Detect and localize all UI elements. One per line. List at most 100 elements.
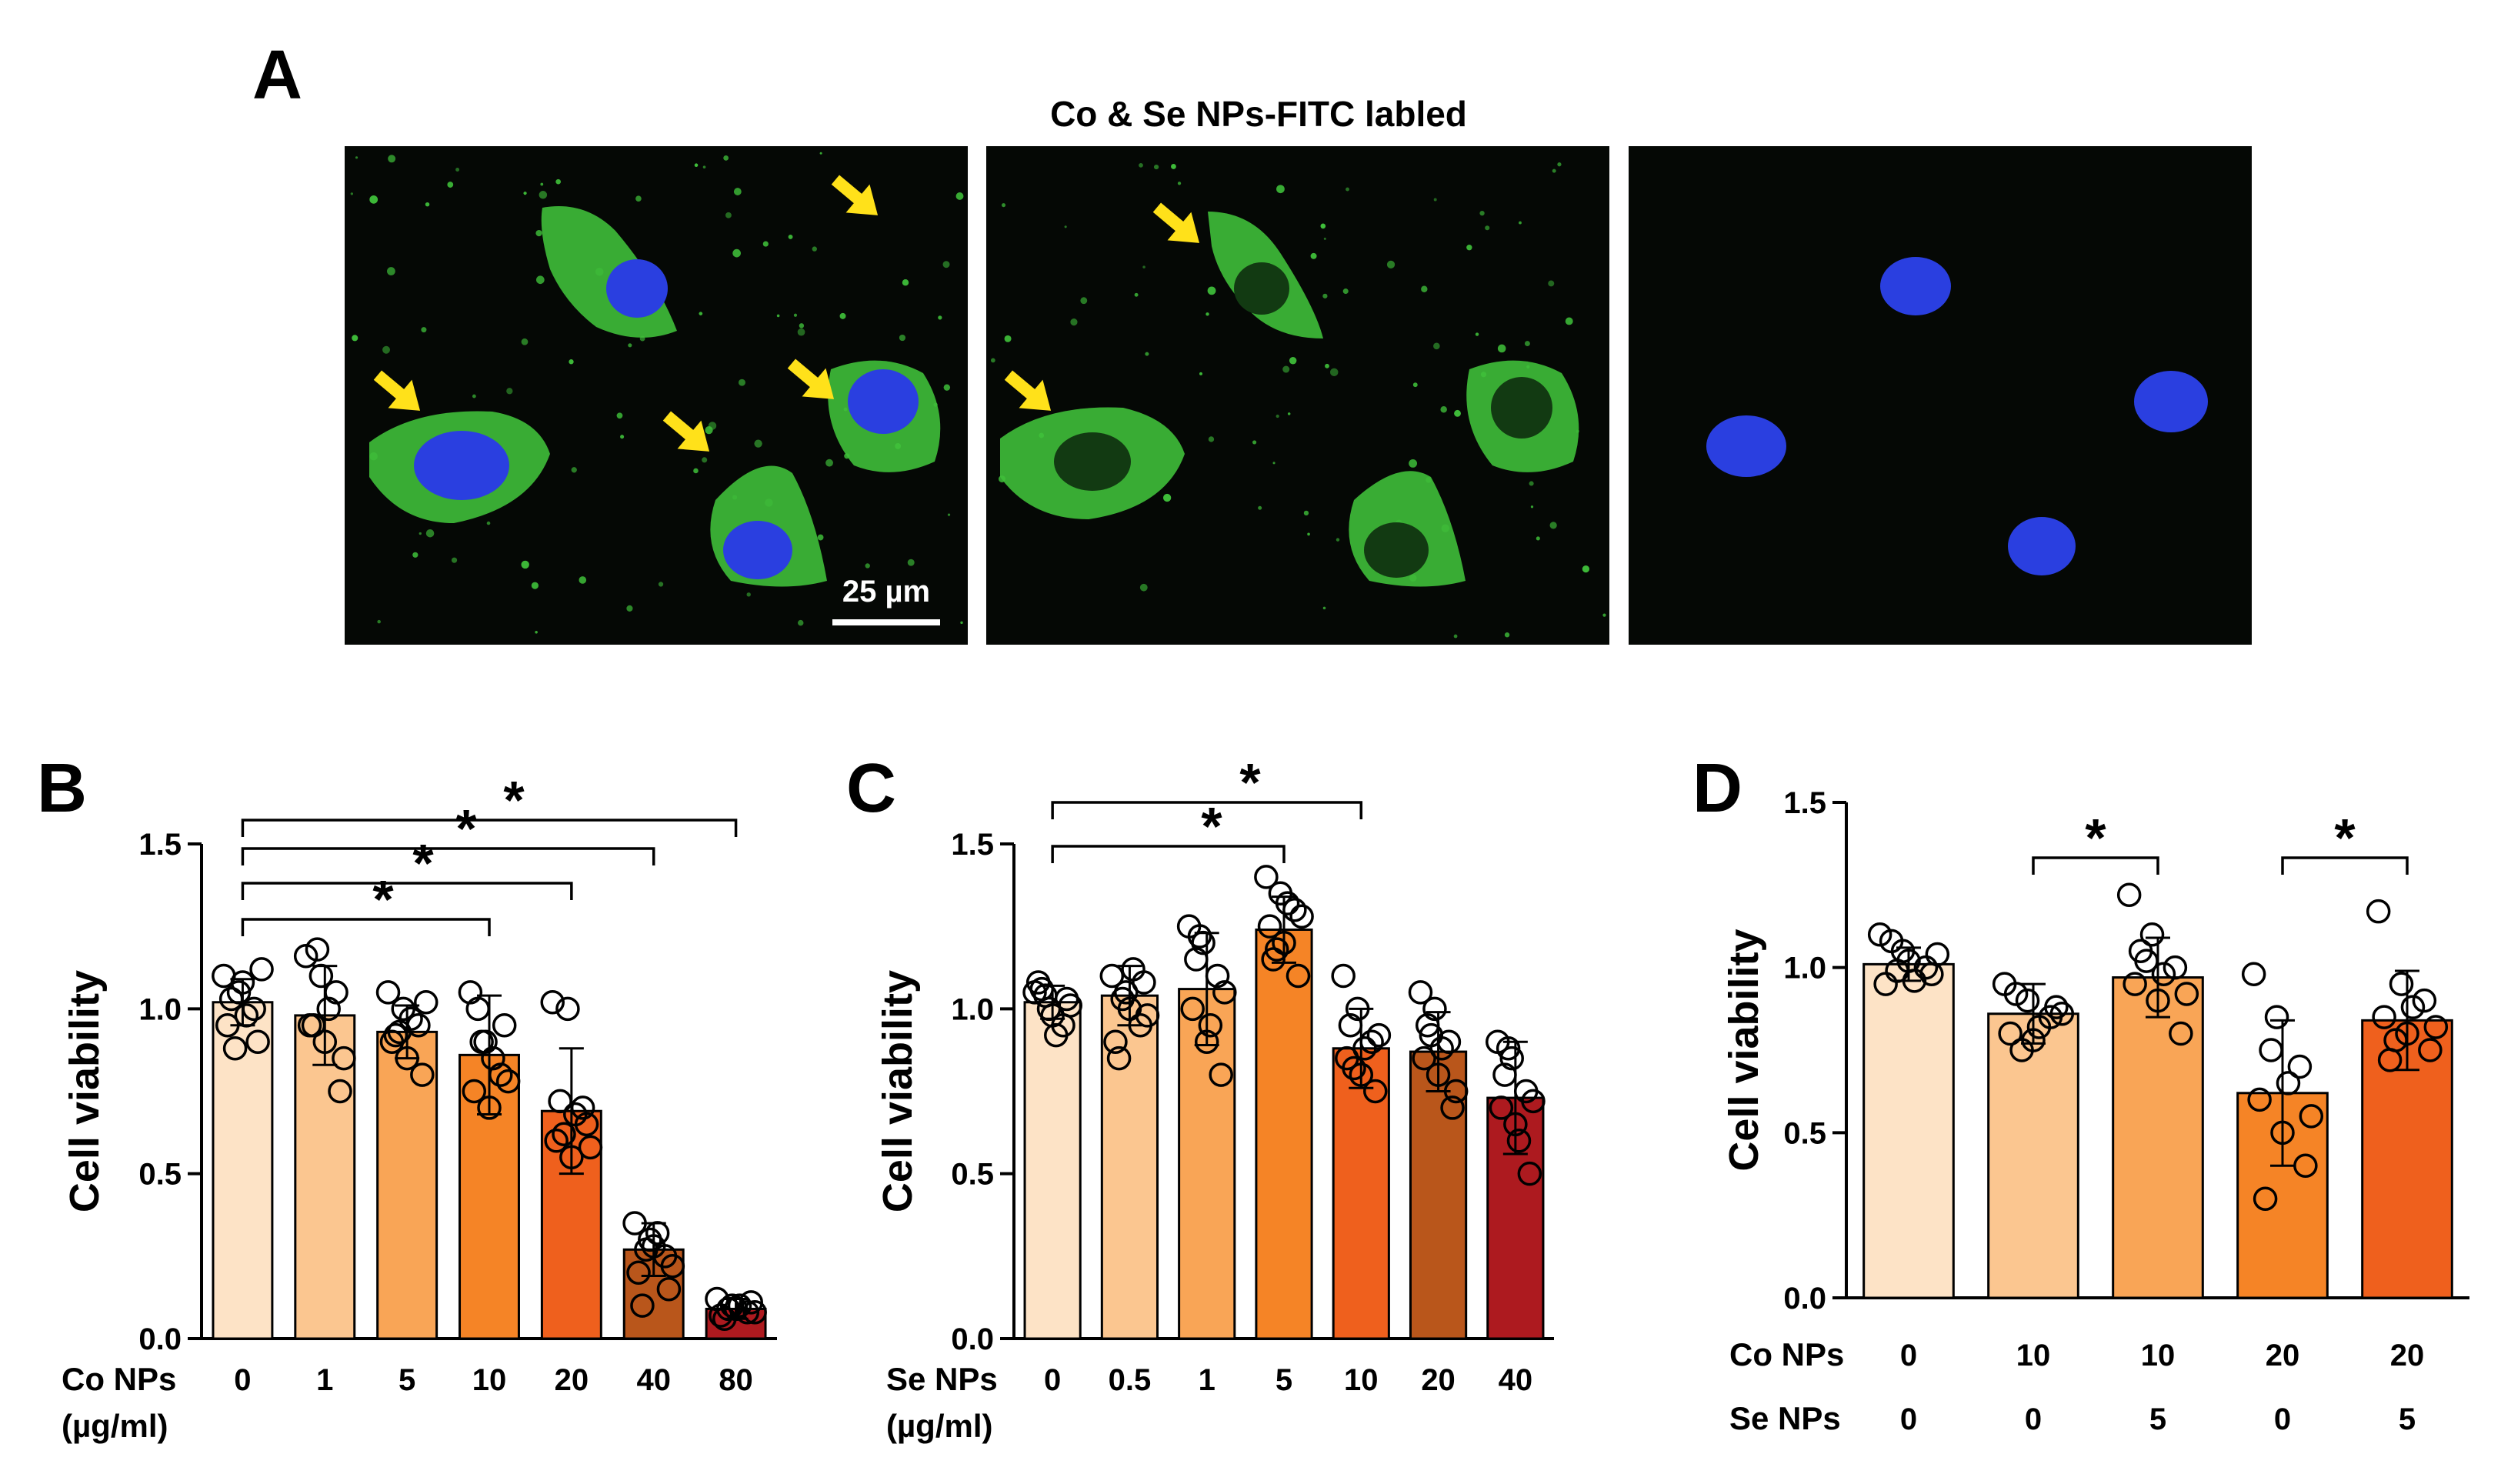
category-tick-label: 0 (234, 1363, 251, 1397)
fluorescent-speckle (1453, 634, 1458, 639)
fluorescent-speckle (1565, 317, 1573, 325)
bar (2112, 976, 2204, 1299)
fluorescent-speckle (762, 241, 769, 247)
data-point (1286, 963, 1311, 989)
data-point (301, 1013, 326, 1038)
significance-star: * (2085, 808, 2106, 868)
data-point (2169, 1021, 2193, 1046)
data-point (1209, 1062, 1233, 1087)
data-point (1521, 1089, 1546, 1114)
fluorescent-speckle (1177, 182, 1182, 185)
significance-star: * (372, 869, 394, 929)
fluorescent-speckle (797, 328, 805, 336)
data-point (2139, 922, 2165, 947)
fluorescent-speckle (733, 188, 742, 195)
bar (1862, 962, 1955, 1299)
fluorescent-speckle (369, 195, 378, 204)
data-point (1099, 963, 1125, 989)
fluorescent-speckle (425, 202, 430, 207)
category-row-label: Co NPs (62, 1361, 176, 1397)
category-tick-label: 20 (2266, 1339, 2300, 1372)
fluorescent-speckle (1557, 162, 1562, 167)
yellow-arrow-icon (787, 358, 835, 399)
fluorescent-speckle (506, 388, 513, 395)
category-tick-label: 0 (1900, 1339, 1917, 1372)
fluorescent-speckle (819, 152, 822, 155)
data-point (2377, 1048, 2403, 1072)
fluorescent-speckle (521, 338, 529, 345)
data-point (222, 1036, 248, 1061)
data-point (1205, 963, 1230, 989)
fluorescent-speckle (540, 182, 544, 186)
data-point (2400, 995, 2426, 1019)
y-tick-label: 1.5 (138, 828, 182, 862)
fluorescent-speckle (865, 563, 870, 569)
data-point (2151, 962, 2176, 987)
data-point (1345, 996, 1370, 1022)
category-row-unit: (µg/ml) (886, 1408, 993, 1444)
data-point (2241, 962, 2266, 987)
data-point (2123, 972, 2147, 996)
fluorescent-speckle (1329, 368, 1339, 377)
fluorescent-speckle (1548, 280, 1555, 287)
fluorescent-speckle (1342, 288, 1349, 295)
fluorescent-speckle (425, 529, 435, 538)
data-point (1412, 1045, 1436, 1071)
data-point (626, 1260, 651, 1286)
data-point (305, 937, 330, 962)
data-point (332, 1045, 356, 1071)
fluorescent-speckle (1276, 185, 1285, 194)
data-point (462, 1079, 487, 1104)
fluorescent-speckle (839, 312, 846, 319)
fluorescent-speckle (1409, 459, 1418, 468)
fluorescent-speckle (943, 384, 951, 391)
data-point (2287, 1054, 2313, 1079)
data-point (1517, 1161, 1542, 1186)
category-tick-label: 80 (719, 1363, 753, 1397)
fluorescent-speckle (705, 425, 713, 435)
cell-nucleus (2008, 517, 2076, 575)
data-point (218, 986, 244, 1012)
data-point (578, 1135, 603, 1160)
fluorescent-speckle (418, 532, 422, 535)
fluorescent-speckle (616, 412, 623, 419)
scale-bar-label: 25 µm (842, 575, 930, 609)
data-point (2026, 1015, 2052, 1039)
fluorescent-speckle (1004, 335, 1012, 342)
significance-bracket (1051, 845, 1286, 863)
data-point (2163, 955, 2188, 980)
fluorescent-speckle (1307, 532, 1310, 536)
yellow-arrow-icon (662, 411, 710, 452)
fluorescent-speckle (1320, 223, 1326, 229)
y-axis-label: Cell viability (62, 970, 108, 1212)
panel-b-chart: B 0.0 0.5 1.0 1.5 Cell viability Co NPs (µg/ml)… (37, 750, 777, 1444)
fluorescent-speckle (1145, 352, 1149, 356)
data-point (230, 970, 255, 995)
data-point (1187, 924, 1212, 949)
data-point (245, 1029, 270, 1054)
data-point (1254, 865, 1279, 889)
y-axis-label: Cell viability (1721, 929, 1767, 1171)
panel-d-chart: D 0.0 0.5 1.0 1.5 Cell viability Co NPs 0 10 10 20… (1692, 750, 2469, 1436)
fluorescent-speckle (1080, 297, 1088, 305)
cell-nucleus (1706, 415, 1786, 477)
fluorescent-speckle (1433, 342, 1440, 350)
fluorescent-speckle (1536, 536, 1540, 541)
data-point (1033, 983, 1058, 1008)
data-point (555, 996, 580, 1022)
data-point (2412, 988, 2437, 1013)
data-point (1265, 937, 1289, 962)
fluorescent-speckle (1323, 237, 1326, 240)
fluorescent-speckle (1479, 211, 1485, 216)
cell-nucleus (414, 431, 509, 500)
data-point (2253, 1186, 2278, 1211)
fluorescent-speckle (1433, 198, 1437, 202)
data-point (1180, 996, 1205, 1022)
fluorescent-speckle (1346, 187, 1349, 192)
data-point (1506, 1129, 1532, 1153)
data-point (1106, 1045, 1132, 1071)
data-point (2372, 1005, 2396, 1029)
fluorescent-speckle (699, 312, 703, 315)
fluorescent-speckle (628, 343, 632, 348)
fluorescent-speckle (387, 267, 395, 275)
